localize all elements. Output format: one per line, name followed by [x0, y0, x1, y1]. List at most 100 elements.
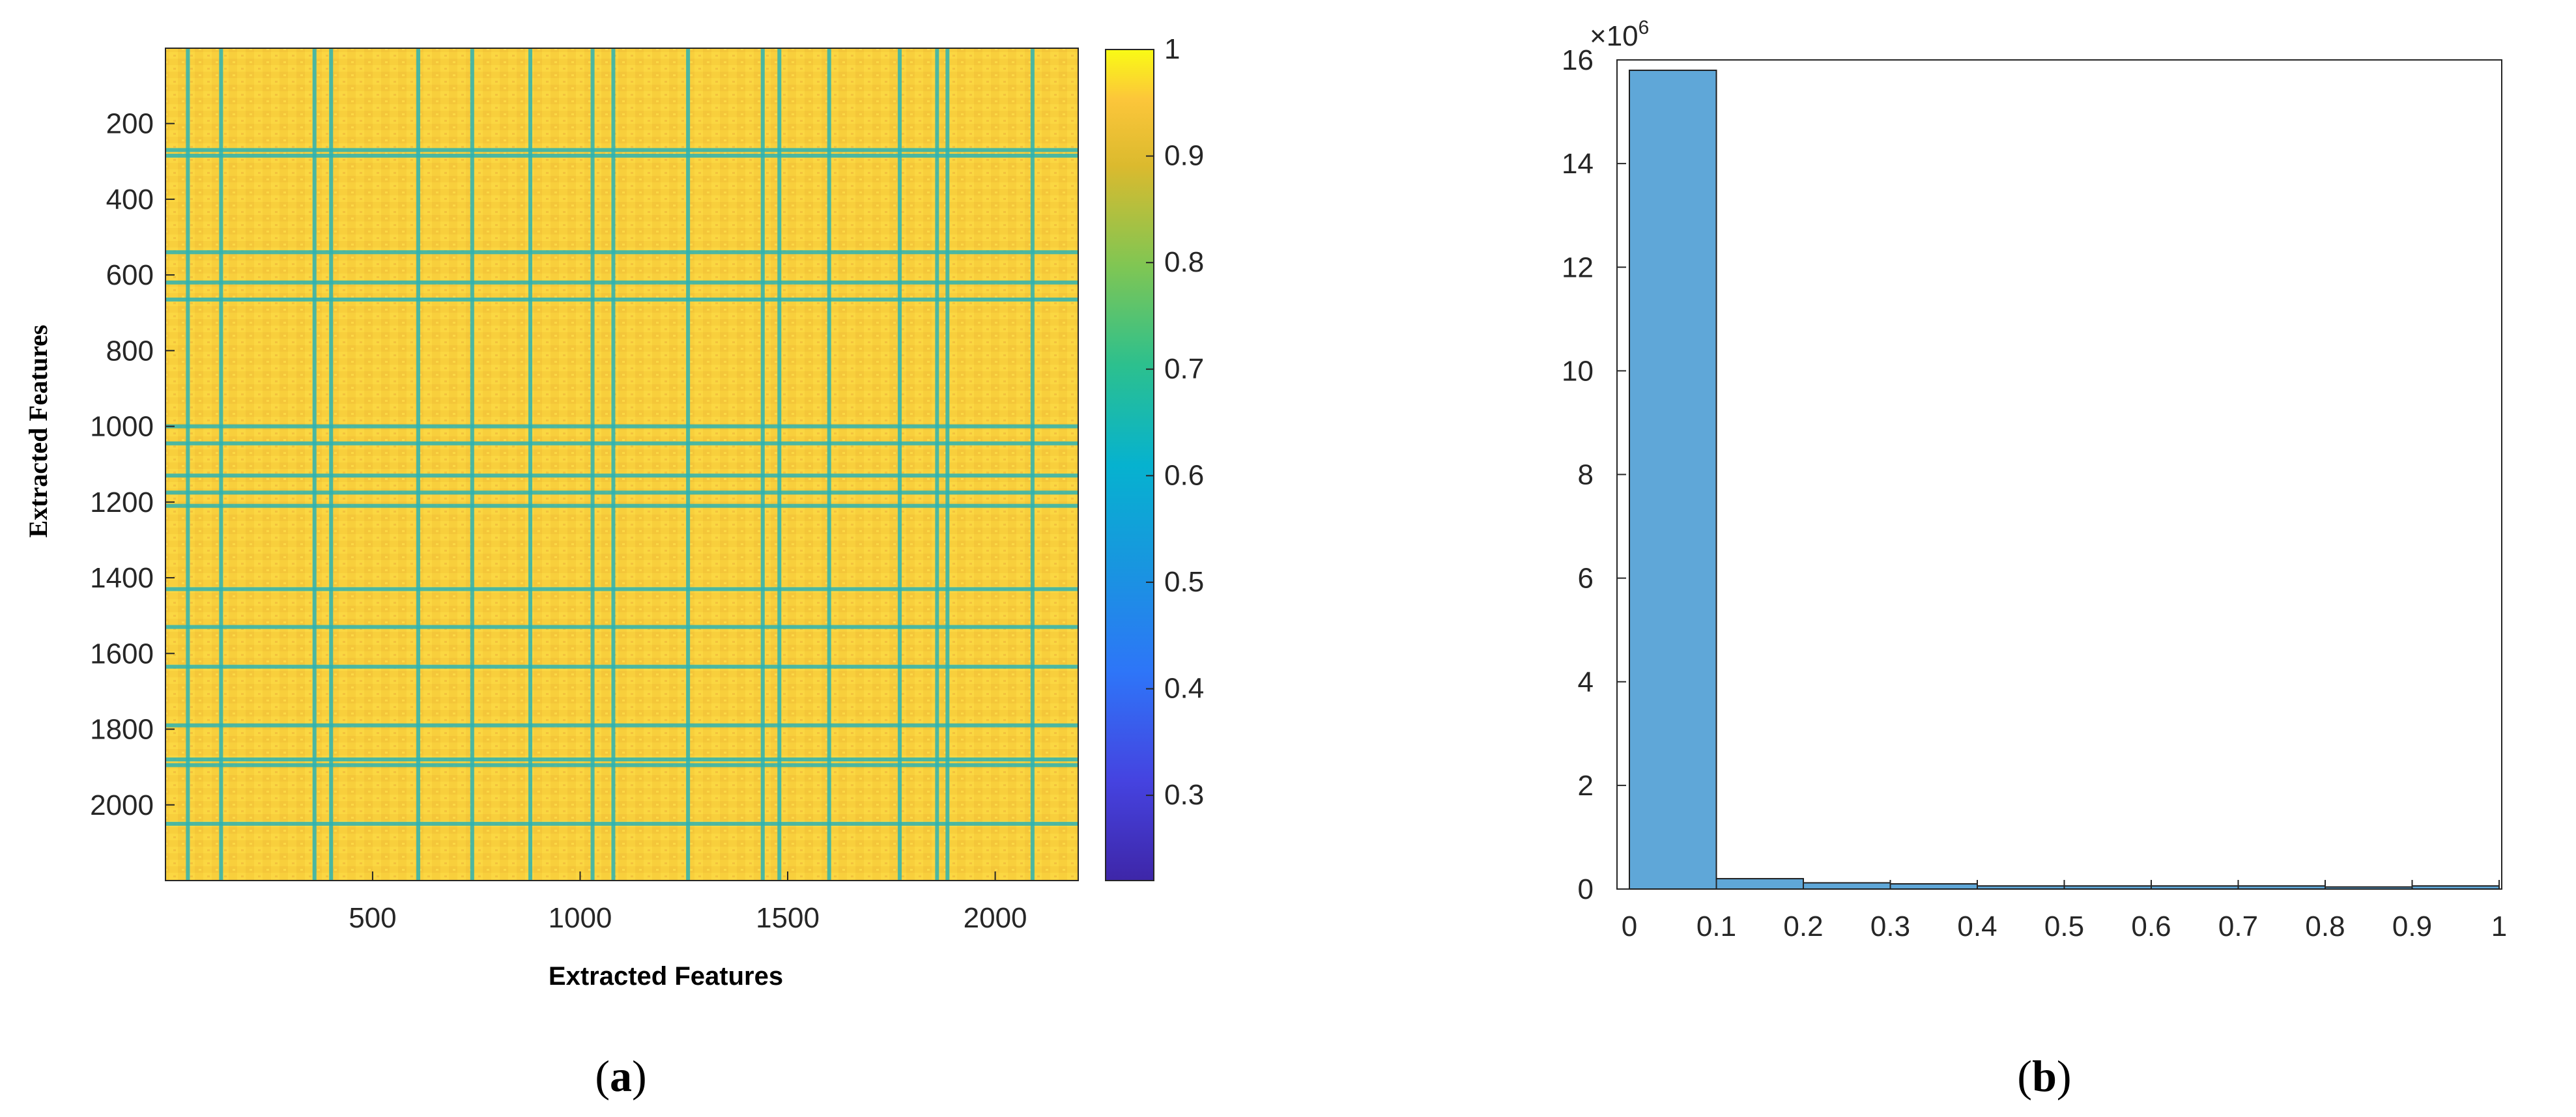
colorbar-tick-label: 0.3 — [1164, 779, 1204, 811]
histogram-x-tick-label: 0.3 — [1870, 911, 1910, 942]
histogram-y-tick-label: 2 — [1578, 770, 1594, 802]
heatmap-row-line — [165, 664, 1078, 669]
heatmap-col-line — [611, 48, 616, 881]
histogram-bar — [1977, 885, 2065, 890]
heatmap-y-axis-title: Extracted Features — [23, 325, 53, 538]
heatmap-col-line — [329, 48, 334, 881]
heatmap-row-line — [165, 723, 1078, 728]
histogram-bar — [1715, 878, 1804, 890]
heatmap-col-line — [470, 48, 474, 881]
histogram-y-tick-label: 6 — [1578, 563, 1594, 595]
histogram-bar — [1889, 883, 1978, 890]
histogram-bar — [1629, 69, 1717, 890]
heatmap-y-tick-label: 1800 — [90, 714, 154, 746]
heatmap-row-line — [165, 441, 1078, 445]
heatmap-col-line — [760, 48, 765, 881]
heatmap-col-line — [590, 48, 595, 881]
heatmap-y-tick-label: 1600 — [90, 638, 154, 670]
histogram-x-ticks: 0 0.1 0.2 0.3 0.4 0.5 0.6 0.7 0.8 0.9 1 — [1622, 880, 2507, 942]
heatmap-x-axis-title: Extracted Features — [549, 962, 783, 991]
heatmap-y-tick-label: 1200 — [90, 487, 154, 518]
colorbar-tick-label: 1 — [1164, 33, 1180, 65]
panel-label-b: (b) — [2017, 1051, 2071, 1101]
histogram-x-tick-label: 0.1 — [1696, 911, 1736, 942]
heatmap-col-line — [827, 48, 831, 881]
heatmap-row-line — [165, 587, 1078, 591]
histogram-y-ticks: 0 2 4 6 8 10 12 14 16 — [1562, 44, 1626, 905]
heatmap-row-line — [165, 424, 1078, 429]
heatmap-col-line — [777, 48, 782, 881]
histogram-y-tick-label: 10 — [1562, 355, 1594, 387]
heatmap-col-line — [935, 48, 939, 881]
colorbar-tick-label: 0.9 — [1164, 140, 1204, 172]
heatmap-y-tick-label: 600 — [106, 259, 154, 291]
heatmap-row-line — [165, 757, 1078, 762]
histogram-bar — [2063, 885, 2152, 890]
heatmap-row-line — [165, 250, 1078, 255]
histogram-y-tick-label: 16 — [1562, 44, 1594, 76]
histogram-bar — [2411, 885, 2500, 890]
histogram-x-tick-label: 0.2 — [1783, 911, 1823, 942]
histogram-bar — [2151, 885, 2239, 890]
heatmap-col-line — [945, 48, 950, 881]
panel-label-b-letter: b — [2032, 1051, 2057, 1101]
colorbar-tick-label: 0.4 — [1164, 673, 1204, 705]
heatmap-row-line — [165, 474, 1078, 478]
colorbar-tick-label: 0.5 — [1164, 566, 1204, 598]
heatmap-row-line — [165, 280, 1078, 285]
panel-label-a: (a) — [595, 1051, 646, 1101]
heatmap-x-ticks: 500 1000 1500 2000 — [349, 871, 1027, 934]
heatmap-x-tick-label: 500 — [349, 902, 396, 934]
heatmap-col-line — [1030, 48, 1035, 881]
heatmap-row-line — [165, 821, 1078, 826]
heatmap-row-line — [165, 154, 1078, 158]
histogram-x-tick-label: 0.4 — [1957, 911, 1997, 942]
heatmap-row-line — [165, 490, 1078, 495]
heatmap-col-line — [312, 48, 317, 881]
heatmap-panel: 500 1000 1500 2000 200 400 600 800 1000 1200 1400… — [23, 33, 1204, 1101]
histogram-bars — [1629, 69, 2500, 890]
heatmap-lines — [165, 48, 1078, 881]
colorbar-tick-label: 0.8 — [1164, 246, 1204, 278]
histogram-x-tick-label: 0.6 — [2131, 911, 2171, 942]
colorbar-tick-label: 0.6 — [1164, 459, 1204, 491]
histogram-x-tick-label: 1 — [2491, 911, 2507, 942]
histogram-bar — [2325, 886, 2413, 890]
histogram-x-tick-label: 0.8 — [2305, 911, 2345, 942]
colorbar-ticks: 0.3 0.4 0.5 0.6 0.7 0.8 0.9 1 — [1146, 33, 1204, 811]
heatmap-col-line — [416, 48, 420, 881]
histogram-x-tick-label: 0.7 — [2218, 911, 2258, 942]
heatmap-col-line — [219, 48, 223, 881]
y-exponent-base: ×10 — [1590, 20, 1639, 52]
histogram-y-tick-label: 0 — [1578, 873, 1594, 905]
histogram-y-tick-label: 12 — [1562, 251, 1594, 283]
heatmap-y-tick-label: 1400 — [90, 562, 154, 594]
colorbar — [1105, 49, 1154, 881]
histogram-x-tick-label: 0.9 — [2392, 911, 2432, 942]
heatmap-col-line — [186, 48, 190, 881]
heatmap-y-tick-label: 200 — [106, 108, 154, 140]
heatmap-x-tick-label: 1000 — [549, 902, 612, 934]
heatmap-y-ticks: 200 400 600 800 1000 1200 1400 1600 1800 2000 — [90, 108, 175, 821]
heatmap-col-line — [686, 48, 691, 881]
heatmap-area — [165, 48, 1078, 881]
histogram-bar — [2237, 885, 2326, 890]
histogram-y-tick-label: 4 — [1578, 666, 1594, 698]
heatmap-y-tick-label: 2000 — [90, 789, 154, 821]
colorbar-tick-label: 0.7 — [1164, 353, 1204, 385]
heatmap-frame — [165, 48, 1079, 881]
heatmap-x-tick-label: 2000 — [964, 902, 1027, 934]
heatmap-y-tick-label: 1000 — [90, 411, 154, 443]
histogram-frame — [1616, 59, 2502, 890]
histogram-panel: 0 0.1 0.2 0.3 0.4 0.5 0.6 0.7 0.8 0.9 1 0 2 4 6 8 10 12 1… — [1562, 17, 2507, 1101]
histogram-bar — [1803, 882, 1891, 890]
histogram-x-tick-label: 0.5 — [2044, 911, 2084, 942]
histogram-x-tick-label: 0 — [1622, 911, 1637, 942]
heatmap-y-tick-label: 800 — [106, 335, 154, 367]
heatmap-x-tick-label: 1500 — [756, 902, 820, 934]
heatmap-col-line — [898, 48, 902, 881]
y-exponent-label: ×106 — [1590, 17, 1649, 52]
heatmap-y-tick-label: 400 — [106, 184, 154, 216]
panel-label-a-letter: a — [610, 1051, 632, 1101]
